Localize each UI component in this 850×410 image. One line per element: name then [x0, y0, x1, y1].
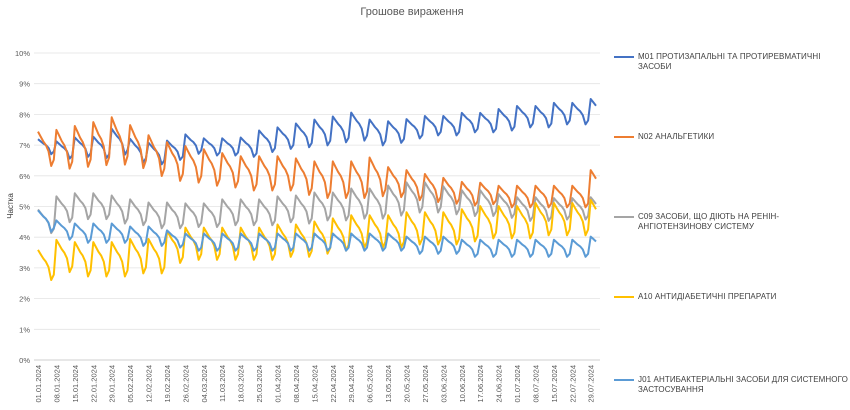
y-tick-label: 6%	[19, 172, 30, 181]
x-tick-label: 20.05.2024	[402, 365, 411, 403]
legend-label: A10 АНТИДІАБЕТИЧНІ ПРЕПАРАТИ	[638, 292, 777, 301]
x-tick-label: 22.07.2024	[568, 365, 577, 403]
x-tick-label: 15.07.2024	[550, 365, 559, 403]
series-line-0	[37, 98, 597, 166]
legend-label: C09 ЗАСОБИ, ЩО ДІЮТЬ НА РЕНІН-АНГІОТЕНЗИ…	[638, 212, 780, 231]
legend-swatch	[614, 56, 634, 58]
legend-label: N02 АНАЛЬГЕТИКИ	[638, 132, 715, 141]
y-tick-label: 5%	[19, 203, 30, 212]
x-tick-label: 11.03.2024	[218, 365, 227, 402]
x-tick-label: 27.05.2024	[421, 365, 430, 403]
x-tick-label: 24.06.2024	[495, 365, 504, 403]
x-tick-label: 05.02.2024	[126, 365, 135, 403]
y-tick-label: 4%	[19, 233, 30, 242]
series-line-4	[37, 209, 597, 258]
legend-swatch	[614, 379, 634, 381]
x-tick-label: 13.05.2024	[384, 365, 393, 403]
legend-label: J01 АНТИБАКТЕРІАЛЬНІ ЗАСОБИ ДЛЯ СИСТЕМНО…	[638, 375, 848, 394]
legend-label: M01 ПРОТИЗАПАЛЬНІ ТА ПРОТИРЕВМАТИЧНІ ЗАС…	[638, 52, 821, 71]
x-tick-label: 26.02.2024	[181, 365, 190, 403]
y-tick-label: 3%	[19, 264, 30, 273]
x-tick-label: 18.03.2024	[237, 365, 246, 403]
x-tick-label: 10.06.2024	[458, 365, 467, 403]
x-tick-label: 29.07.2024	[587, 365, 596, 403]
y-axis-ticks: 0% 1% 2% 3% 4% 5% 6% 7% 8% 9% 10%	[15, 49, 30, 365]
legend-swatch	[614, 296, 634, 298]
gridlines	[34, 52, 600, 361]
x-tick-label: 29.04.2024	[347, 365, 356, 403]
x-tick-label: 29.01.2024	[108, 365, 117, 403]
x-tick-label: 01.07.2024	[513, 365, 522, 403]
x-tick-label: 19.02.2024	[163, 365, 172, 403]
x-axis-ticks: 01.01.2024 08.01.2024 15.01.2024 22.01.2024…	[34, 365, 596, 403]
x-tick-label: 01.01.2024	[34, 365, 43, 403]
x-tick-label: 12.02.2024	[145, 365, 154, 403]
y-tick-label: 10%	[15, 49, 30, 58]
series-line-1	[37, 116, 597, 209]
x-tick-label: 04.03.2024	[200, 365, 209, 403]
x-tick-label: 22.01.2024	[89, 365, 98, 403]
y-tick-label: 1%	[19, 325, 30, 334]
legend-swatch	[614, 136, 634, 138]
x-tick-label: 06.05.2024	[366, 365, 375, 403]
x-tick-label: 15.01.2024	[71, 365, 80, 403]
x-tick-label: 01.04.2024	[274, 365, 283, 403]
x-tick-label: 03.06.2024	[439, 365, 448, 403]
legend-swatch	[614, 216, 634, 218]
chart-title: Грошове вираження	[360, 6, 463, 18]
y-tick-label: 9%	[19, 80, 30, 89]
y-tick-label: 7%	[19, 141, 30, 150]
y-tick-label: 2%	[19, 295, 30, 304]
series-lines	[37, 98, 597, 281]
x-tick-label: 15.04.2024	[310, 365, 319, 403]
x-tick-label: 25.03.2024	[255, 365, 264, 403]
x-tick-label: 17.06.2024	[476, 365, 485, 403]
x-tick-label: 22.04.2024	[329, 365, 338, 403]
x-tick-label: 08.01.2024	[52, 365, 61, 403]
y-axis-label: Частка	[6, 193, 15, 219]
y-tick-label: 8%	[19, 110, 30, 119]
x-tick-label: 08.04.2024	[292, 365, 301, 403]
series-line-2	[37, 181, 597, 235]
y-tick-label: 0%	[19, 356, 30, 365]
series-line-3	[37, 199, 597, 281]
x-tick-label: 08.07.2024	[531, 365, 540, 403]
